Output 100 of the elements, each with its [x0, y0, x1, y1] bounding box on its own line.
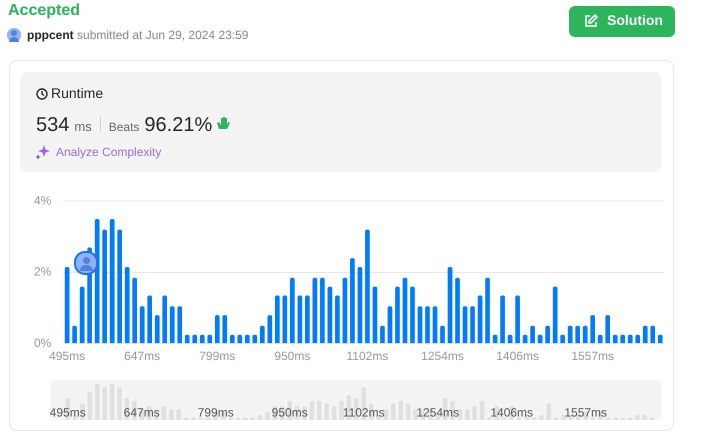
bar	[418, 306, 422, 344]
bar	[72, 326, 77, 344]
bar	[162, 406, 166, 420]
bar	[132, 278, 137, 344]
x-tick-label: 950ms	[274, 349, 310, 364]
text: Runtime	[51, 85, 104, 101]
bar	[95, 384, 100, 420]
y-tick-label: 2%	[34, 264, 52, 279]
bar	[538, 334, 542, 344]
text: Analyze Complexity	[56, 145, 162, 159]
bar	[372, 286, 378, 344]
bar	[200, 334, 205, 344]
x-tick-label: 1557ms	[571, 349, 614, 364]
text: Beats	[108, 120, 140, 134]
bar	[162, 296, 168, 344]
bar	[258, 414, 262, 420]
bar	[312, 278, 318, 344]
bar	[154, 315, 160, 344]
bar	[140, 306, 145, 344]
text: pppcent	[27, 28, 74, 42]
bar	[410, 286, 415, 344]
x-tick-label: 799ms	[199, 349, 236, 364]
bar	[455, 278, 460, 344]
x-tick-label: 647ms	[124, 349, 160, 364]
bar	[568, 326, 572, 344]
bar	[102, 387, 107, 420]
bar	[612, 334, 618, 344]
y-tick-label: 4%	[34, 194, 52, 208]
bar	[102, 230, 107, 344]
bar	[413, 409, 418, 420]
bar	[214, 315, 220, 344]
bar	[80, 286, 84, 344]
bar	[260, 326, 265, 344]
bar	[147, 296, 152, 344]
bar	[324, 403, 329, 420]
bar	[317, 400, 322, 420]
text: submitted at Jun 29, 2024 23:59	[77, 28, 248, 42]
x-tick-label: 1557ms	[564, 406, 608, 420]
bar	[440, 326, 445, 344]
bar	[282, 296, 288, 344]
bar	[252, 334, 258, 344]
bar	[94, 219, 100, 344]
y-tick-label: 0%	[34, 336, 52, 350]
bar	[398, 400, 403, 420]
bar	[560, 334, 565, 344]
x-tick-label: 495ms	[50, 406, 86, 420]
bar	[332, 406, 336, 420]
bar	[207, 334, 212, 344]
bar	[620, 334, 626, 344]
bar	[169, 409, 174, 420]
bar	[635, 334, 640, 344]
bar	[628, 334, 633, 344]
bar	[335, 296, 340, 344]
bar	[305, 296, 310, 344]
bar	[546, 403, 551, 420]
bar	[425, 306, 430, 344]
bar	[176, 409, 181, 420]
text: Accepted	[8, 2, 80, 20]
bar	[110, 384, 114, 420]
bar	[582, 326, 588, 344]
bar	[350, 258, 355, 344]
bar	[177, 306, 182, 344]
bar	[500, 296, 505, 344]
bar	[658, 334, 663, 344]
x-tick-label: 647ms	[124, 406, 160, 420]
bar	[448, 267, 452, 344]
bar	[480, 400, 484, 420]
bar	[339, 400, 344, 420]
x-tick-label: 1254ms	[421, 349, 464, 364]
bar	[391, 403, 396, 420]
bar	[522, 334, 528, 344]
bar	[402, 278, 408, 344]
x-tick-label: 495ms	[49, 349, 86, 364]
bar	[478, 296, 482, 344]
x-tick-label: 1406ms	[490, 406, 534, 420]
bar	[320, 278, 325, 344]
bar	[244, 334, 250, 344]
x-tick-label: 1254ms	[416, 406, 460, 420]
bar	[465, 409, 470, 420]
bar	[117, 387, 122, 420]
bar	[561, 414, 566, 420]
x-tick-label: 950ms	[272, 406, 308, 420]
bar	[380, 326, 385, 344]
text: 96.21%	[144, 114, 212, 137]
bar	[590, 315, 595, 344]
x-tick-label: 1102ms	[346, 349, 388, 364]
bar	[358, 267, 362, 344]
bar	[275, 296, 280, 344]
bar	[605, 315, 610, 344]
bar	[472, 406, 477, 420]
bar	[230, 334, 235, 344]
bar	[384, 409, 388, 420]
bar	[192, 334, 198, 344]
bar	[650, 326, 656, 344]
bar	[388, 306, 392, 344]
bar	[310, 400, 314, 420]
bar	[545, 326, 550, 344]
bar	[124, 267, 130, 344]
bar	[642, 326, 648, 344]
bar	[515, 296, 520, 344]
